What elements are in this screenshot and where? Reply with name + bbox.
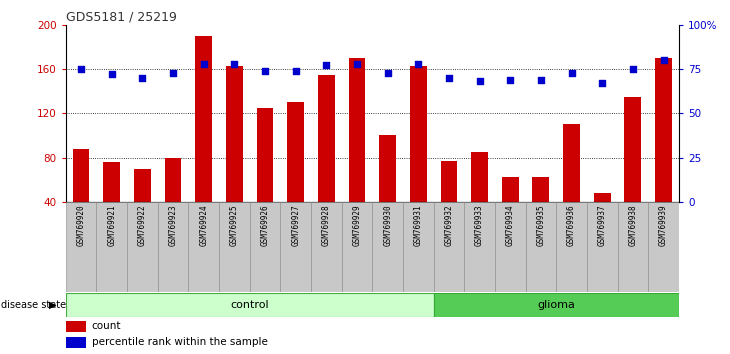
Bar <box>311 202 342 292</box>
Text: GSM769932: GSM769932 <box>445 205 453 246</box>
Text: GSM769939: GSM769939 <box>659 205 668 246</box>
Bar <box>624 97 642 202</box>
Bar <box>103 162 120 202</box>
Point <box>75 66 87 72</box>
Bar <box>502 177 519 202</box>
Bar <box>532 177 550 202</box>
Bar <box>648 202 679 292</box>
Point <box>167 70 179 75</box>
Bar <box>219 202 250 292</box>
Point <box>228 61 240 67</box>
Point <box>382 70 393 75</box>
Bar <box>471 152 488 202</box>
Bar <box>280 202 311 292</box>
Bar <box>403 202 434 292</box>
Bar <box>127 202 158 292</box>
Bar <box>618 202 648 292</box>
Text: disease state: disease state <box>1 300 66 310</box>
Text: GSM769935: GSM769935 <box>537 205 545 246</box>
Bar <box>526 202 556 292</box>
Bar <box>587 202 618 292</box>
Text: percentile rank within the sample: percentile rank within the sample <box>92 337 268 347</box>
Point <box>412 61 424 67</box>
Text: GSM769923: GSM769923 <box>169 205 177 246</box>
Text: ▶: ▶ <box>50 300 57 310</box>
Bar <box>66 321 86 332</box>
Point <box>320 63 332 68</box>
Text: GSM769928: GSM769928 <box>322 205 331 246</box>
Bar <box>188 202 219 292</box>
Bar <box>342 202 372 292</box>
Point <box>627 66 639 72</box>
Bar <box>134 169 151 202</box>
Bar <box>464 202 495 292</box>
Text: GSM769924: GSM769924 <box>199 205 208 246</box>
Text: GSM769926: GSM769926 <box>261 205 269 246</box>
Text: GSM769934: GSM769934 <box>506 205 515 246</box>
Point <box>504 77 516 82</box>
Point <box>443 75 455 81</box>
Text: GSM769936: GSM769936 <box>567 205 576 246</box>
Point <box>106 72 118 77</box>
Point <box>535 77 547 82</box>
Text: GSM769927: GSM769927 <box>291 205 300 246</box>
Text: GSM769938: GSM769938 <box>629 205 637 246</box>
Bar <box>434 293 679 317</box>
Text: GSM769931: GSM769931 <box>414 205 423 246</box>
Bar <box>226 66 243 202</box>
Bar <box>66 202 96 292</box>
Bar <box>348 58 366 202</box>
Text: count: count <box>92 321 121 331</box>
Point <box>474 79 485 84</box>
Text: GSM769922: GSM769922 <box>138 205 147 246</box>
Bar <box>434 202 464 292</box>
Bar <box>250 202 280 292</box>
Bar <box>556 202 587 292</box>
Point <box>658 57 669 63</box>
Text: GSM769929: GSM769929 <box>353 205 361 246</box>
Bar <box>318 75 335 202</box>
Text: GSM769920: GSM769920 <box>77 205 85 246</box>
Text: GSM769937: GSM769937 <box>598 205 607 246</box>
Bar <box>287 102 304 202</box>
Bar <box>563 124 580 202</box>
Bar <box>372 202 403 292</box>
Point <box>351 61 363 67</box>
Point <box>596 80 608 86</box>
Bar <box>410 66 427 202</box>
Text: GSM769930: GSM769930 <box>383 205 392 246</box>
Bar <box>593 193 611 202</box>
Point <box>566 70 577 75</box>
Bar <box>440 161 458 202</box>
Text: glioma: glioma <box>537 300 575 310</box>
Point <box>137 75 148 81</box>
Bar <box>195 36 212 202</box>
Bar <box>158 202 188 292</box>
Bar <box>256 108 274 202</box>
Bar <box>495 202 526 292</box>
Text: control: control <box>231 300 269 310</box>
Bar <box>72 149 90 202</box>
Bar <box>655 58 672 202</box>
Text: GSM769925: GSM769925 <box>230 205 239 246</box>
Bar <box>96 202 127 292</box>
Point <box>290 68 301 74</box>
Text: GSM769933: GSM769933 <box>475 205 484 246</box>
Bar <box>164 158 182 202</box>
Text: GDS5181 / 25219: GDS5181 / 25219 <box>66 11 177 24</box>
Bar <box>379 135 396 202</box>
Bar <box>66 293 434 317</box>
Text: GSM769921: GSM769921 <box>107 205 116 246</box>
Bar <box>66 337 86 348</box>
Point <box>198 61 210 67</box>
Point <box>259 68 271 74</box>
